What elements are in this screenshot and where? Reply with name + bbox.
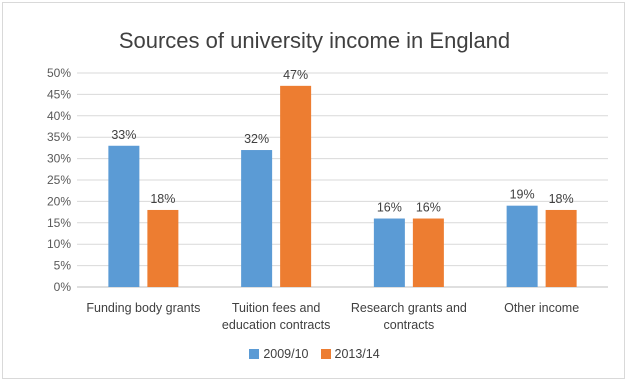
data-labels: 33% 18% 32% 47% 16% 16% 19% 18% xyxy=(111,68,573,215)
y-tick-label: 0% xyxy=(54,280,72,294)
y-tick-label: 50% xyxy=(47,66,71,80)
data-label: 18% xyxy=(549,192,574,206)
data-label: 16% xyxy=(377,201,402,215)
category-labels: Funding body grants Tuition fees and educa… xyxy=(86,301,579,332)
data-label: 32% xyxy=(244,132,269,146)
category-label: Tuition fees and xyxy=(232,301,321,315)
bars xyxy=(108,85,577,287)
legend-item: 2013/14 xyxy=(320,347,380,361)
y-tick-label: 25% xyxy=(47,173,71,187)
data-label: 47% xyxy=(283,68,308,82)
y-tick-label: 20% xyxy=(47,194,71,208)
chart-title: Sources of university income in England xyxy=(118,28,511,53)
bar-2009-10-1 xyxy=(241,150,273,287)
bar-2009-10-2 xyxy=(373,218,405,287)
bar-2009-10-3 xyxy=(506,205,538,287)
legend-swatch xyxy=(249,349,260,359)
y-tick-label: 40% xyxy=(47,109,71,123)
legend-label: 2009/10 xyxy=(263,347,309,361)
bar-2013-14-3 xyxy=(545,209,577,287)
y-tick-label: 5% xyxy=(54,259,72,273)
bar-2013-14-1 xyxy=(280,85,312,287)
y-axis-ticks: 0% 5% 10% 15% 20% 25% 30% 35% 40% 45% 50% xyxy=(47,66,71,294)
legend-item: 2009/10 xyxy=(249,347,309,361)
data-label: 33% xyxy=(111,128,136,142)
bar-2013-14-2 xyxy=(412,218,444,287)
data-label: 19% xyxy=(510,188,535,202)
y-tick-label: 30% xyxy=(47,152,71,166)
y-tick-label: 15% xyxy=(47,216,71,230)
category-label: contracts xyxy=(384,318,435,332)
data-label: 18% xyxy=(150,192,175,206)
legend-label: 2013/14 xyxy=(334,347,380,361)
category-label: Funding body grants xyxy=(86,301,200,315)
category-label: education contracts xyxy=(222,318,330,332)
data-label: 16% xyxy=(416,201,441,215)
bar-2009-10-0 xyxy=(108,145,140,287)
y-tick-label: 35% xyxy=(47,130,71,144)
category-label: Other income xyxy=(504,301,579,315)
legend-swatch xyxy=(320,349,331,359)
legend: 2009/10 2013/14 xyxy=(0,347,629,362)
chart-frame xyxy=(2,2,625,379)
category-label: Research grants and xyxy=(351,301,467,315)
y-tick-label: 10% xyxy=(47,237,71,251)
y-tick-label: 45% xyxy=(47,87,71,101)
bar-2013-14-0 xyxy=(147,209,179,287)
